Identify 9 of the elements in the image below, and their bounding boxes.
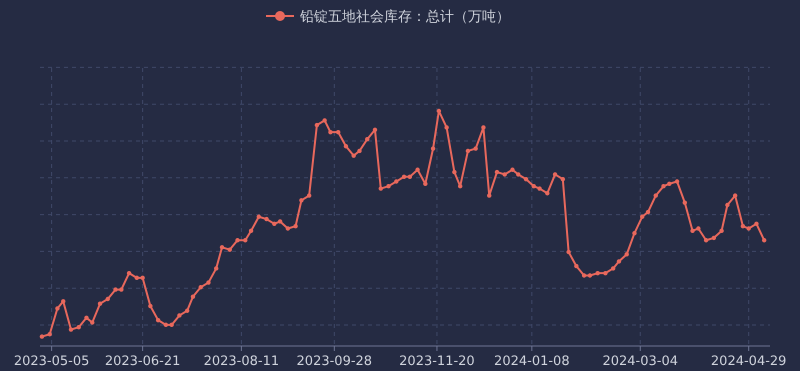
x-tick-label: 2023-11-20 <box>399 354 475 369</box>
x-tick-label: 2024-01-08 <box>494 354 570 369</box>
x-tick-label: 2023-08-11 <box>204 354 280 369</box>
x-tick-label: 2023-06-21 <box>104 354 180 369</box>
x-tick-label: 2023-05-05 <box>14 354 90 369</box>
x-tick-label: 2023-09-28 <box>296 354 372 369</box>
x-tick-label: 2024-03-04 <box>602 354 678 369</box>
x-tick-label: 2024-04-29 <box>710 354 786 369</box>
legend-label: 铅锭五地社会库存：总计（万吨） <box>299 9 510 25</box>
